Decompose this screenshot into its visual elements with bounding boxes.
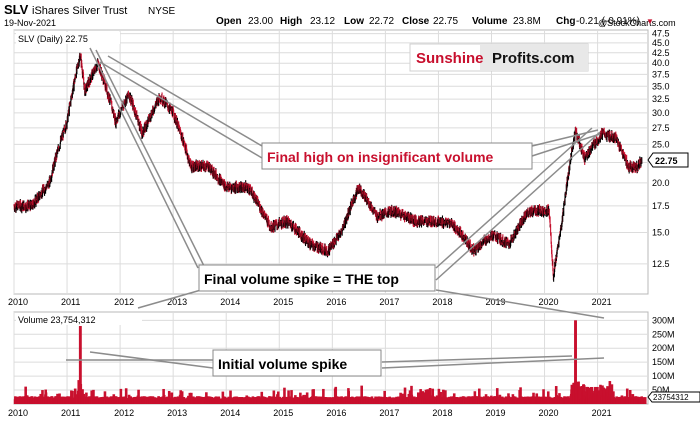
- price-tick-label: 42.5: [652, 48, 670, 58]
- volume-axis: 50M 100M 150M 200M 250M 300M: [652, 315, 675, 395]
- price-axis: 12.515.017.520.022.525.027.530.032.535.0…: [652, 29, 670, 269]
- x-axis-bottom: 2010 2011 2012 2013 2014 2015 2016 2017 2018 2019…: [8, 408, 612, 418]
- x-tick-label-bottom: 2018: [432, 408, 452, 418]
- callout-lines: [66, 47, 605, 369]
- volume-tick-label: 50M: [652, 385, 670, 395]
- x-tick-label-bottom: 2017: [379, 408, 399, 418]
- last-volume-tag: 23754312: [647, 391, 700, 403]
- x-tick-label-top: 2019: [485, 297, 505, 307]
- x-tick-label-top: 2014: [220, 297, 240, 307]
- price-tick-label: 12.5: [652, 259, 670, 269]
- low-value: 22.72: [369, 16, 394, 27]
- volume-tick-label: 100M: [652, 371, 675, 381]
- volume-value: 23.8M: [513, 16, 541, 27]
- annotation-final-high-text: Final high on insignificant volume: [267, 149, 494, 165]
- x-tick-label-bottom: 2013: [167, 408, 187, 418]
- x-tick-label-bottom: 2010: [8, 408, 28, 418]
- x-tick-label-top: 2017: [379, 297, 399, 307]
- annotation-initial-spike-text: Initial volume spike: [218, 356, 347, 372]
- volume-tick-label: 200M: [652, 343, 675, 353]
- volume-legend-label: Volume 23,754,312: [18, 315, 96, 325]
- price-tick-label: 40.0: [652, 58, 670, 68]
- annotation-final-spike: Final volume spike = THE top: [198, 264, 436, 292]
- logo-profits: Profits.com: [492, 50, 575, 67]
- price-tick-label: 30.0: [652, 108, 670, 118]
- x-tick-label-top: 2010: [8, 297, 28, 307]
- x-tick-label-bottom: 2021: [592, 408, 612, 418]
- security-name: iShares Silver Trust: [32, 5, 127, 17]
- price-tick-label: 45.0: [652, 38, 670, 48]
- high-label: High: [280, 16, 302, 27]
- logo-sunshine: Sunshine: [416, 50, 484, 67]
- last-price-tag: 22.75: [647, 152, 689, 168]
- volume-legend: Volume 23,754,312: [16, 313, 142, 325]
- price-tick-label: 32.5: [652, 94, 670, 104]
- volume-bars: [13, 320, 647, 404]
- x-tick-label-top: 2012: [114, 297, 134, 307]
- x-axis-top: 2010 2011 2012 2013 2014 2015 2016 2017 2018 2019…: [8, 297, 612, 307]
- open-label: Open: [216, 16, 242, 27]
- x-tick-label-bottom: 2020: [539, 408, 559, 418]
- watermark: @StockCharts.com: [598, 18, 676, 28]
- price-tick-label: 35.0: [652, 81, 670, 91]
- exchange: NYSE: [148, 6, 176, 17]
- price-legend-label: SLV (Daily) 22.75: [18, 34, 88, 44]
- volume-tick-label: 250M: [652, 329, 675, 339]
- chg-label: Chg: [556, 16, 575, 27]
- volume-label: Volume: [472, 16, 508, 27]
- x-tick-label-top: 2011: [61, 297, 80, 307]
- x-tick-label-top: 2016: [326, 297, 346, 307]
- annotation-final-spike-text: Final volume spike = THE top: [204, 271, 399, 287]
- x-tick-label-bottom: 2012: [114, 408, 134, 418]
- high-value: 23.12: [310, 16, 335, 27]
- x-tick-label-bottom: 2019: [485, 408, 505, 418]
- low-label: Low: [344, 16, 364, 27]
- x-tick-label-top: 2013: [167, 297, 187, 307]
- x-tick-label-bottom: 2015: [273, 408, 293, 418]
- x-tick-label-top: 2020: [539, 297, 559, 307]
- price-tick-label: 15.0: [652, 227, 670, 237]
- last-price-value: 22.75: [655, 156, 678, 166]
- price-tick-label: 20.0: [652, 178, 670, 188]
- close-label: Close: [402, 16, 430, 27]
- chg-down-arrow-icon: ▼: [646, 17, 654, 26]
- x-tick-label-top: 2021: [592, 297, 612, 307]
- price-tick-label: 27.5: [652, 123, 670, 133]
- sunshine-profits-logo: Sunshine Profits.com: [409, 43, 589, 72]
- price-legend: SLV (Daily) 22.75: [16, 32, 120, 44]
- ticker-symbol: SLV: [4, 2, 29, 17]
- annotation-initial-spike: Initial volume spike: [212, 349, 382, 377]
- price-tick-label: 17.5: [652, 201, 670, 211]
- close-value: 22.75: [433, 16, 458, 27]
- price-tick-label: 37.5: [652, 69, 670, 79]
- price-tick-label: 25.0: [652, 139, 670, 149]
- last-volume-value: 23754312: [653, 393, 689, 402]
- x-tick-label-top: 2015: [273, 297, 293, 307]
- volume-tick-label: 150M: [652, 357, 675, 367]
- chg-value: -0.21 (-0.91%): [576, 16, 640, 27]
- x-tick-label-bottom: 2016: [326, 408, 346, 418]
- price-tick-label: 47.5: [652, 29, 670, 39]
- chart-date: 19-Nov-2021: [4, 18, 56, 28]
- x-tick-label-bottom: 2011: [61, 408, 80, 418]
- open-value: 23.00: [248, 16, 273, 27]
- annotation-final-high: Final high on insignificant volume: [261, 142, 533, 170]
- volume-tick-label: 300M: [652, 315, 675, 325]
- x-tick-label-bottom: 2014: [220, 408, 240, 418]
- x-tick-label-top: 2018: [432, 297, 452, 307]
